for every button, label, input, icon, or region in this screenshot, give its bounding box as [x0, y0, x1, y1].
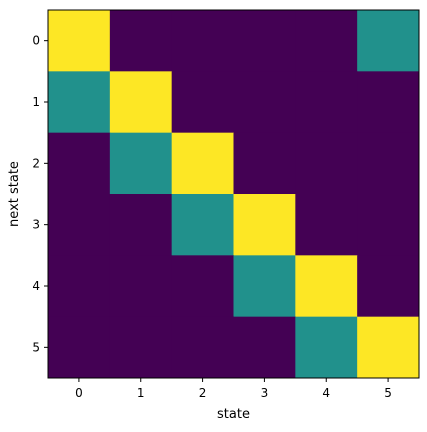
heatmap-cell-r0-c3 [233, 10, 296, 72]
x-tick-label-5: 5 [384, 386, 392, 400]
x-axis-ticks: 0 1 2 3 4 5 [75, 378, 392, 400]
y-tick-label-2: 2 [32, 156, 40, 170]
heatmap-cell-r5-c5 [357, 316, 420, 379]
y-tick-label-3: 3 [32, 218, 40, 232]
heatmap-cell-r4-c3 [233, 255, 296, 318]
x-tick-label-1: 1 [137, 386, 145, 400]
heatmap-cell-r4-c0 [48, 255, 111, 318]
heatmap-cell-r1-c5 [357, 71, 420, 134]
y-tick-label-1: 1 [32, 95, 40, 109]
plot-frame [47, 9, 420, 379]
heatmap-cell-r3-c2 [171, 194, 234, 256]
x-tick-label-3: 3 [261, 386, 269, 400]
heatmap-cell-r4-c5 [357, 255, 420, 318]
heatmap-cell-r0-c5 [357, 10, 420, 72]
heatmap-cell-r1-c2 [171, 71, 234, 134]
heatmap-cell-r5-c3 [233, 316, 296, 379]
heatmap-cell-r3-c4 [295, 194, 358, 256]
heatmap-cell-r2-c4 [295, 132, 358, 195]
heatmap-cell-r0-c4 [295, 10, 358, 72]
heatmap-cell-r3-c1 [109, 194, 173, 256]
heatmap-cell-r1-c1 [109, 71, 173, 134]
y-tick-label-5: 5 [32, 340, 40, 354]
heatmap-cell-r4-c2 [171, 255, 234, 318]
heatmap-cell-r5-c1 [109, 316, 173, 379]
x-tick-label-4: 4 [322, 386, 330, 400]
heatmap-cell-r4-c1 [109, 255, 173, 318]
heatmap-cell-r1-c3 [233, 71, 296, 134]
y-axis-label: next state [7, 161, 22, 227]
y-tick-label-0: 0 [32, 34, 40, 48]
heatmap-cell-r0-c2 [171, 10, 234, 72]
heatmap-cell-r5-c2 [171, 316, 234, 379]
y-tick-label-4: 4 [32, 279, 40, 293]
heatmap-cell-r3-c5 [357, 194, 420, 256]
heatmap-cell-r2-c5 [357, 132, 420, 195]
heatmap-cell-r1-c0 [48, 71, 111, 134]
heatmap-cells [48, 10, 420, 379]
y-axis-ticks: 0 1 2 3 4 5 [32, 34, 48, 354]
heatmap-cell-r1-c4 [295, 71, 358, 134]
heatmap-cell-r5-c4 [295, 316, 358, 379]
heatmap-cell-r3-c0 [48, 194, 111, 256]
heatmap-cell-r2-c2 [171, 132, 234, 195]
heatmap-cell-r0-c0 [48, 10, 111, 72]
x-tick-label-0: 0 [75, 386, 83, 400]
heatmap-cell-r2-c3 [233, 132, 296, 195]
x-axis-label: state [217, 407, 250, 422]
heatmap-cell-r0-c1 [109, 10, 173, 72]
x-tick-label-2: 2 [199, 386, 207, 400]
heatmap-cell-r2-c0 [48, 132, 111, 195]
heatmap-cell-r3-c3 [233, 194, 296, 256]
heatmap-cell-r5-c0 [48, 316, 111, 379]
heatmap-cell-r2-c1 [109, 132, 173, 195]
heatmap-cell-r4-c4 [295, 255, 358, 318]
